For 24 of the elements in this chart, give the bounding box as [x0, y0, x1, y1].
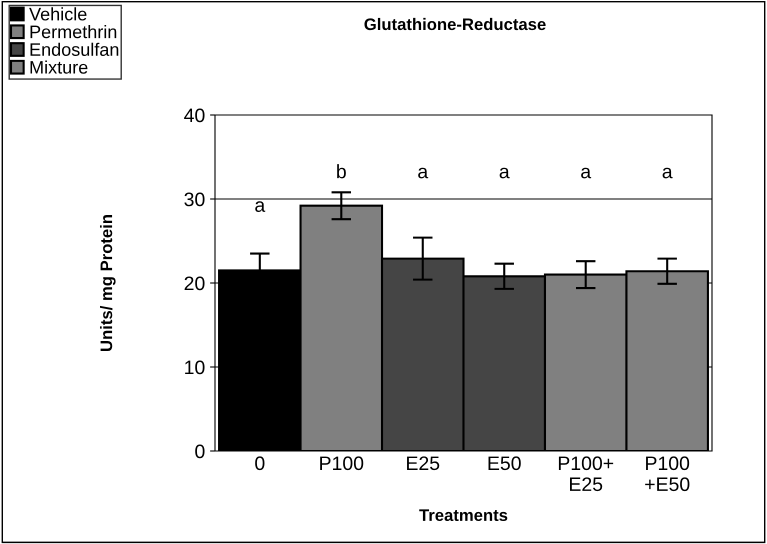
- y-tick-label: 0: [195, 444, 205, 458]
- y-tick-label: 20: [184, 276, 205, 290]
- x-tick-label: P100: [320, 456, 364, 470]
- y-tick-label: 40: [184, 108, 205, 122]
- legend-label: Mixture: [30, 60, 88, 74]
- y-axis-title: Units/ mg Protein: [100, 215, 116, 351]
- annotation: b: [337, 164, 346, 178]
- chart-title: Glutathione-Reductase: [364, 18, 546, 30]
- y-tick-label: 10: [185, 360, 205, 374]
- legend-label: Endosulfan: [30, 42, 118, 56]
- y-tick-label: 30: [184, 192, 205, 206]
- annotation: a: [500, 168, 510, 178]
- legend-label: Permethrin: [30, 24, 116, 38]
- x-tick-label: 0: [255, 456, 264, 470]
- annotation: a: [255, 201, 266, 212]
- x-tick-label: P100+ E25: [558, 456, 614, 492]
- x-tick-label: E25: [407, 456, 440, 470]
- x-axis-title: Treatments: [419, 509, 508, 522]
- x-tick-label: E50: [488, 456, 521, 470]
- legend-label: Vehicle: [29, 7, 86, 21]
- annotation: a: [581, 168, 592, 178]
- x-tick-label: P100 +E50: [645, 456, 690, 492]
- annotation: a: [418, 168, 428, 178]
- annotation: a: [662, 168, 673, 178]
